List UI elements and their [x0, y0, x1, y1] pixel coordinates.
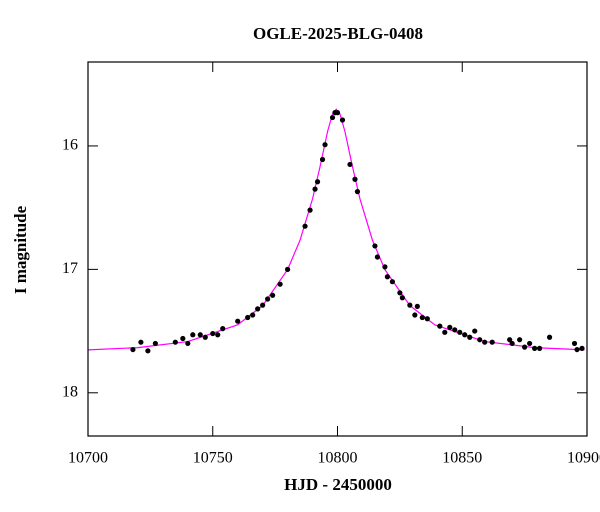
data-point: [414, 303, 420, 309]
x-axis-label: HJD - 2450000: [284, 475, 392, 494]
data-point: [374, 254, 381, 260]
y-tick-label: 17: [62, 260, 78, 277]
x-tick-label: 10900: [567, 450, 600, 467]
data-point: [347, 161, 353, 168]
data-point: [190, 332, 196, 338]
y-tick-label: 16: [62, 137, 78, 154]
data-point: [482, 339, 488, 345]
data-point: [138, 339, 144, 345]
data-point: [546, 334, 553, 340]
data-point: [235, 318, 241, 324]
data-point: [130, 346, 136, 353]
data-point: [354, 189, 361, 195]
data-point: [407, 302, 413, 308]
data-point: [419, 314, 425, 321]
y-axis-label: I magnitude: [11, 205, 30, 294]
data-point: [180, 335, 186, 342]
data-point: [185, 340, 191, 347]
data-point: [197, 332, 203, 338]
data-point: [260, 302, 266, 308]
data-point: [457, 329, 463, 335]
data-point: [372, 243, 378, 249]
data-point: [517, 337, 523, 343]
data-point: [489, 339, 495, 345]
x-tick-label: 10700: [68, 450, 108, 467]
data-point: [424, 316, 430, 322]
data-point: [462, 332, 468, 338]
plot-frame: [87, 61, 588, 437]
data-point: [509, 340, 515, 347]
data-point: [382, 264, 388, 270]
data-point: [319, 156, 326, 163]
data-point: [329, 114, 336, 121]
data-point: [472, 328, 478, 334]
plot-area: [88, 108, 585, 354]
y-tick-label: 18: [62, 383, 78, 400]
data-point: [245, 314, 251, 321]
data-point: [412, 312, 418, 318]
chart-title: OGLE-2025-BLG-0408: [253, 24, 423, 43]
data-point: [352, 176, 358, 182]
data-point: [477, 337, 483, 343]
data-point: [314, 179, 321, 185]
data-point: [312, 186, 318, 192]
data-point: [307, 207, 313, 213]
data-point: [277, 281, 283, 287]
data-point: [507, 337, 513, 343]
data-point: [215, 332, 221, 338]
data-point: [574, 346, 580, 353]
data-point: [527, 340, 533, 347]
data-point: [397, 290, 403, 296]
data-point: [285, 266, 291, 272]
data-point: [579, 345, 585, 351]
x-tick-label: 10800: [318, 450, 358, 467]
data-point: [437, 323, 443, 329]
data-point: [339, 117, 346, 123]
data-point: [220, 326, 226, 332]
data-point: [532, 345, 538, 351]
data-point: [389, 279, 395, 285]
data-point: [202, 334, 208, 340]
data-point: [571, 340, 578, 347]
data-point: [334, 110, 341, 116]
data-point: [522, 344, 528, 350]
data-point: [265, 296, 271, 302]
data-point: [447, 324, 453, 330]
data-point: [384, 274, 390, 280]
data-point: [467, 334, 473, 340]
data-point: [270, 292, 276, 298]
x-tick-label: 10850: [442, 450, 482, 467]
model-curve: [88, 108, 585, 351]
data-point: [145, 348, 151, 354]
data-point: [250, 312, 256, 318]
x-tick-label: 10750: [193, 450, 233, 467]
data-point: [452, 327, 458, 333]
data-point: [442, 329, 448, 335]
data-point: [399, 295, 405, 301]
data-point: [210, 330, 216, 337]
data-point: [302, 223, 308, 229]
data-point: [255, 306, 261, 312]
data-point: [536, 345, 543, 351]
data-point: [172, 339, 178, 345]
data-point: [152, 340, 158, 347]
data-point: [322, 142, 328, 148]
